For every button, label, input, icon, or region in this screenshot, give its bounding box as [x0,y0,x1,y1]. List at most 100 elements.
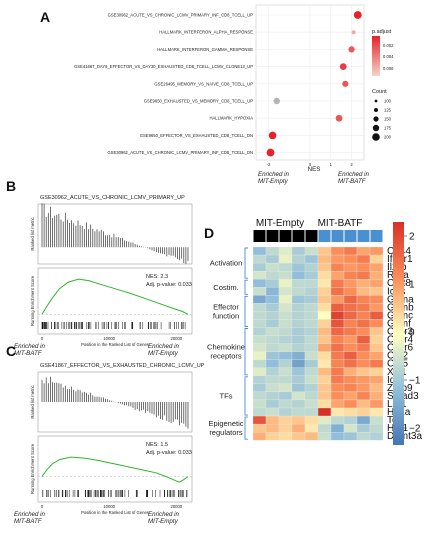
heatmap-cell [343,399,358,409]
heatmap-cell [343,279,358,288]
heatmap-cell [291,254,306,264]
dotplot-point [353,11,362,19]
heatmap-cell [278,262,293,272]
heatmap-cell [278,375,293,384]
dotplot-point [273,97,281,105]
gsea-xtick: 10000 [103,504,115,509]
gsea-metric-bars [41,203,189,265]
legend-padj-colorbar [372,36,380,76]
heatmap-cell [291,375,306,384]
gsea-left-label-1: Enriched in [14,511,46,518]
heatmap-cell [278,295,293,304]
heatmap-cell [252,335,267,344]
heatmap-cell [252,303,267,312]
heatmap-cell [356,343,371,352]
heatmap-cell [343,327,358,336]
heatmap-cell [356,319,371,328]
heatmap-cell [304,279,319,288]
heatmap-row-group-label: TFs [220,391,233,400]
panel-letter-b: B [6,178,16,194]
gsea-right-label-1: Enriched in [148,343,180,350]
heatmap-cell [330,295,345,304]
heatmap-cell [369,303,384,312]
heatmap-cell [304,262,319,272]
heatmap-cell [265,246,280,256]
dotplot-left-label-2: MIT-Empty [258,178,289,185]
dotplot-point [342,80,349,87]
heatmap-cell [343,423,358,433]
heatmap-cell [291,351,306,360]
heatmap-cell [278,246,293,256]
heatmap-cell [330,262,345,272]
heatmap-row-group-label: Epigenetic [208,419,243,428]
heatmap-cell [252,254,267,264]
heatmap-row-group-label: Costim. [213,283,238,292]
colorbar-tick-label: 2 [409,232,415,243]
heatmap-cell [265,431,280,441]
heatmap-cell [291,287,306,296]
heatmap-cell [369,391,384,401]
panel-d-heatmap: MIT-Empty MIT-BATF Cd44Ifngr1Il2rbRaraCd… [207,218,422,445]
heatmap-cell [356,311,371,320]
gsea-padj: Adj. p-value: 0.033 [146,282,192,288]
heatmap-cell [369,399,384,409]
heatmap-cell [252,431,267,441]
heatmap-cell [304,383,319,393]
dotplot-legend: p.adjust 0.002 0.004 0.006 Count 100 125 1… [372,29,394,141]
heatmap-cell [317,343,332,352]
heatmap-cell [278,287,293,296]
gsea-left-label-2: MIT-BATF [14,350,43,357]
heatmap-cell [317,423,332,433]
gsea-title: GSE30962_ACUTE_VS_CHRONIC_LCMV_PRIMARY_U… [40,195,185,201]
heatmap-cell [304,343,319,352]
heatmap-cell [252,391,267,401]
heatmap-cell [304,391,319,401]
gsea-title: GSE41867_EFFECTOR_VS_EXHAUSTED_CHRONIC_L… [40,363,205,369]
heatmap-group-batf: MIT-BATF [318,218,363,229]
heatmap-cell [304,311,319,320]
dotplot-point [268,131,277,140]
dotplot-xtick: 0 [309,162,312,167]
heatmap-cell [356,270,371,280]
heatmap-cell [278,423,293,433]
heatmap-cell [330,303,345,312]
heatmap-cell [304,327,319,336]
heatmap-cell [291,399,306,409]
heatmap-cell [304,303,319,312]
legend-padj-tick-3: 0.006 [383,66,394,71]
heatmap-cell [330,431,345,441]
heatmap-cell [265,359,280,368]
colorbar-tick-label: 1 [409,280,415,291]
heatmap-cell [291,262,306,272]
heatmap-column-annotation [266,230,279,242]
heatmap-cell [278,407,293,417]
heatmap-column-annotation [357,230,370,242]
panel-b-gsea: GSE30962_ACUTE_VS_CHRONIC_LCMV_PRIMARY_U… [14,195,193,357]
dotplot-point [335,114,343,122]
heatmap-cell [317,351,332,360]
dotplot-term-label: HALLMARK_INTERFERON_ALPHA_RESPONSE [159,30,253,35]
heatmap-cell [252,279,267,288]
heatmap-cell [291,343,306,352]
dotplot-point [348,46,355,53]
heatmap-cell [278,254,293,264]
heatmap-column-annotation [253,230,266,242]
dotplot-point [351,30,356,35]
heatmap-cell [356,375,371,384]
heatmap-cell [265,279,280,288]
heatmap-cell [330,415,345,425]
heatmap-cell [356,327,371,336]
heatmap-cell [330,423,345,433]
heatmap-cell [278,343,293,352]
heatmap-cell [369,383,384,393]
heatmap-cell [278,415,293,425]
heatmap-cell [330,375,345,384]
heatmap-cell [317,399,332,409]
heatmap-cell [304,367,319,376]
heatmap-cell [343,343,358,352]
heatmap-cell [278,367,293,376]
heatmap-cell [317,287,332,296]
dotplot-term-label: HALLMARK_HYPOXIA [209,116,253,121]
heatmap-cell [343,246,358,256]
dotplot-term-label: GSE9650_EXHAUSTED_VS_MEMORY_CD8_TCELL_UP [144,99,254,104]
